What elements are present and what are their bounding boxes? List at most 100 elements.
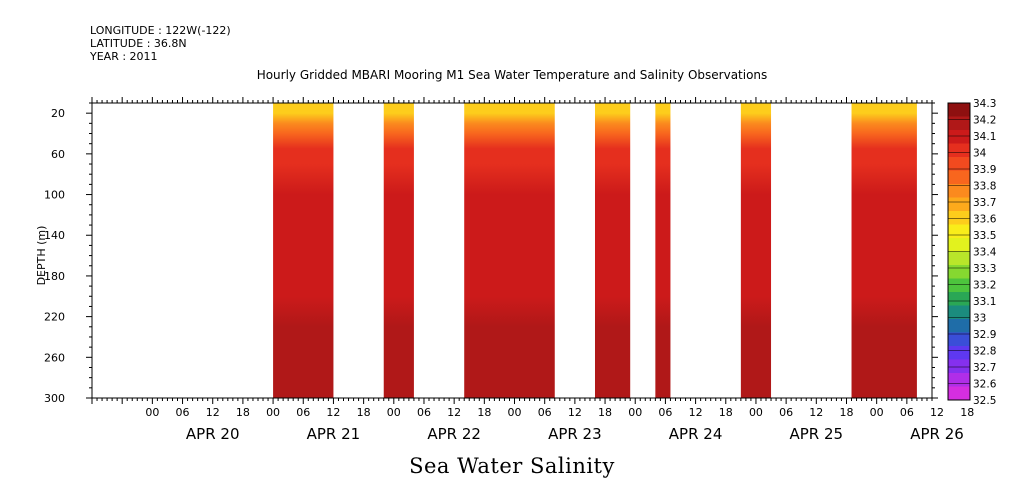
colorbar-label: 33.5 (973, 230, 996, 242)
x-hour-tick-label: 06 (296, 406, 310, 419)
x-hour-tick-label: 12 (326, 406, 340, 419)
y-tick-label: 220 (44, 311, 65, 324)
colorbar-swatch (948, 170, 970, 185)
colorbar-label: 34.2 (973, 115, 996, 127)
x-hour-tick-label: 06 (658, 406, 672, 419)
colorbar-swatch (948, 346, 970, 360)
colorbar-swatch (948, 332, 970, 347)
colorbar-label: 32.5 (973, 395, 996, 407)
data-segment (383, 103, 414, 398)
colorbar-swatch (948, 251, 970, 266)
colorbar-swatch (948, 386, 970, 401)
colorbar-swatch (948, 211, 970, 225)
colorbar-swatch (948, 265, 970, 279)
colorbar-label: 32.6 (973, 379, 997, 391)
x-hour-tick-label: 00 (870, 406, 884, 419)
year-label: YEAR : 2011 (90, 50, 158, 63)
y-tick-label: 60 (51, 148, 65, 161)
x-hour-tick-label: 12 (809, 406, 823, 419)
x-hour-tick-label: 12 (930, 406, 944, 419)
axes: 20 60 100 140 180 220 260 300 00 06 12 18 00 06 12 18 00… (44, 97, 974, 443)
data-segment (655, 103, 671, 398)
x-hour-tick-label: 00 (628, 406, 642, 419)
colorbar-swatch (948, 319, 970, 333)
colorbar-swatch (948, 197, 970, 212)
x-day-label: APR 25 (790, 425, 844, 443)
colorbar-label: 34.1 (973, 131, 996, 143)
y-tick-label: 300 (44, 392, 65, 405)
y-tick-label: 20 (51, 107, 65, 120)
colorbar-label: 33.9 (973, 164, 996, 176)
x-day-label: APR 22 (427, 425, 481, 443)
colorbar-swatch (948, 224, 970, 239)
y-tick-label: 260 (44, 351, 65, 364)
colorbar-label: 34 (973, 148, 987, 160)
colorbar-label: 33.1 (973, 296, 996, 308)
x-day-label: APR 26 (910, 425, 964, 443)
longitude-label: LONGITUDE : 122W(-122) (90, 24, 231, 37)
colorbar-swatch (948, 130, 970, 144)
chart-metadata: LONGITUDE : 122W(-122) LATITUDE : 36.8N YE… (90, 24, 231, 63)
x-day-label: APR 23 (548, 425, 602, 443)
colorbar-label: 33.6 (973, 214, 997, 226)
colorbar-label: 33.3 (973, 263, 996, 275)
chart-title: Hourly Gridded MBARI Mooring M1 Sea Wate… (256, 68, 768, 82)
x-hour-tick-label: 06 (900, 406, 914, 419)
colorbar-swatch (948, 116, 970, 131)
plot-frame (91, 102, 933, 399)
colorbar-swatch (948, 292, 970, 306)
colorbar-swatch (948, 373, 970, 387)
x-hour-tick-label: 06 (176, 406, 190, 419)
x-hour-tick-label: 18 (960, 406, 974, 419)
x-hour-tick-label: 12 (447, 406, 461, 419)
data-segment (851, 103, 917, 398)
x-day-label: APR 24 (669, 425, 723, 443)
colorbar: 34.3 34.2 34.1 34 33.9 33.8 33.7 33.6 33.5 33.4 33… (947, 98, 997, 407)
x-hour-tick-label: 18 (357, 406, 371, 419)
colorbar-label: 33.2 (973, 280, 996, 292)
y-tick-label: 100 (44, 189, 65, 202)
colorbar-swatch (948, 103, 970, 117)
colorbar-label: 33.7 (973, 197, 996, 209)
x-hour-tick-label: 18 (719, 406, 733, 419)
data-segment (740, 103, 772, 398)
x-hour-tick-label: 00 (145, 406, 159, 419)
x-hour-tick-label: 18 (598, 406, 612, 419)
x-hour-tick-label: 18 (477, 406, 491, 419)
colorbar-swatch (948, 143, 970, 158)
colorbar-swatch (948, 184, 970, 198)
colorbar-swatch (948, 359, 970, 374)
latitude-label: LATITUDE : 36.8N (90, 37, 187, 50)
colorbar-swatch (948, 278, 970, 293)
x-day-label: APR 20 (186, 425, 240, 443)
colorbar-label: 32.8 (973, 346, 996, 358)
x-hour-tick-label: 00 (749, 406, 763, 419)
colorbar-label: 32.7 (973, 362, 996, 374)
data-segments (273, 103, 917, 398)
colorbar-label: 34.3 (973, 98, 996, 110)
x-hour-tick-label: 18 (236, 406, 250, 419)
colorbar-swatch (948, 157, 970, 171)
x-hour-tick-label: 06 (779, 406, 793, 419)
colorbar-swatch (948, 238, 970, 252)
x-hour-tick-label: 00 (266, 406, 280, 419)
x-hour-tick-label: 06 (417, 406, 431, 419)
colorbar-label: 33.4 (973, 247, 997, 259)
y-axis-label: DEPTH (m) (35, 226, 48, 286)
colorbar-label: 33.8 (973, 181, 996, 193)
x-day-label: APR 21 (307, 425, 361, 443)
x-hour-tick-label: 12 (689, 406, 703, 419)
x-hour-tick-label: 12 (206, 406, 220, 419)
x-hour-tick-label: 00 (387, 406, 401, 419)
y-tick-label: 140 (44, 229, 65, 242)
data-segment (594, 103, 631, 398)
y-tick-label: 180 (44, 270, 65, 283)
x-hour-tick-label: 00 (508, 406, 522, 419)
x-hour-tick-label: 12 (568, 406, 582, 419)
colorbar-swatch (948, 305, 970, 320)
colorbar-label: 32.9 (973, 329, 996, 341)
data-segment (464, 103, 555, 398)
x-hour-tick-label: 06 (538, 406, 552, 419)
colorbar-label: 33 (973, 313, 986, 325)
